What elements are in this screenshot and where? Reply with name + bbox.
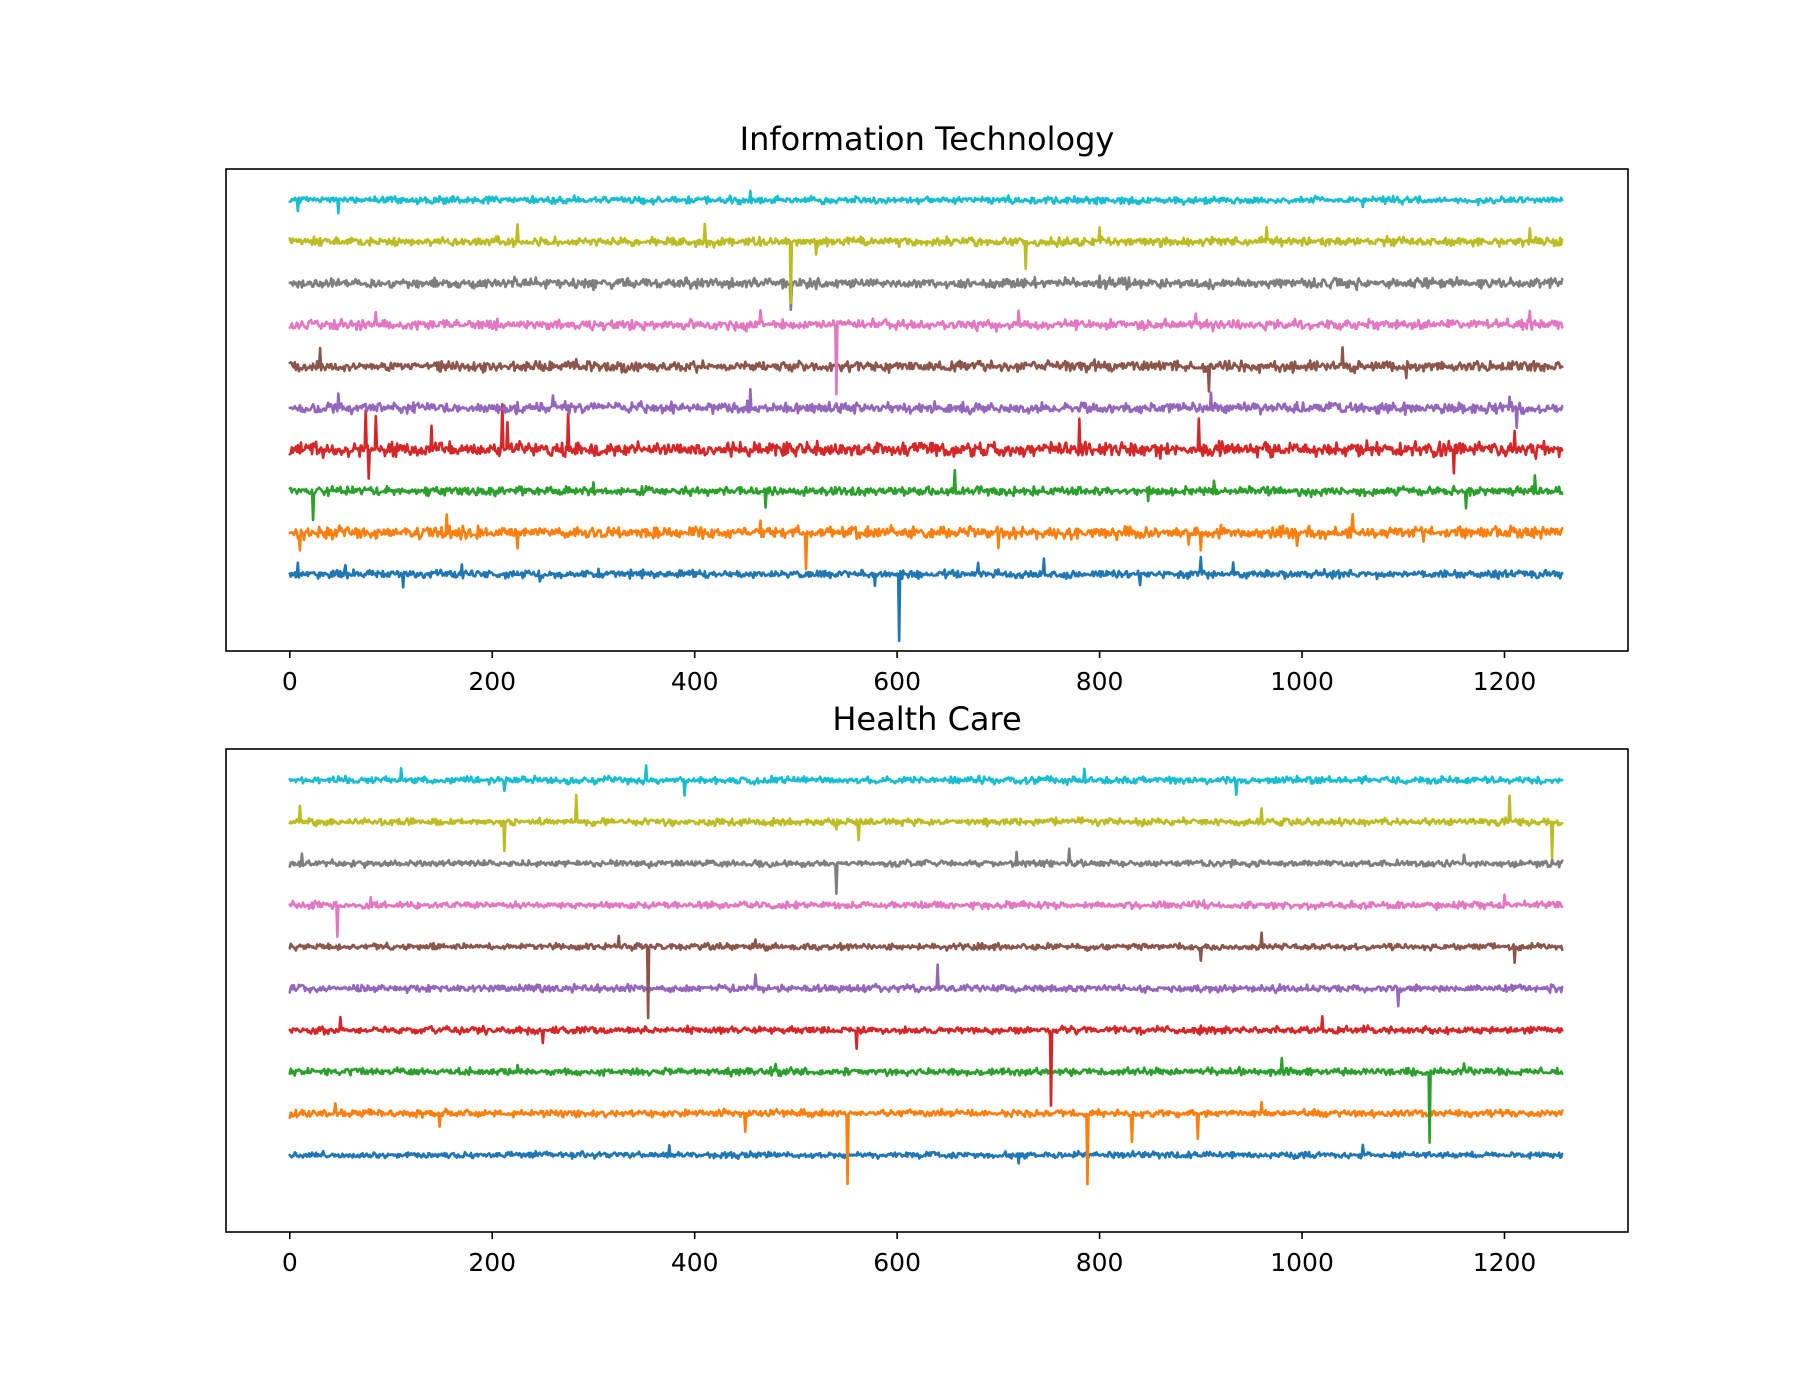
series-line-5 (288, 963, 1564, 1008)
series-line-2 (288, 1100, 1564, 1186)
x-tick-label: 1000 (1270, 1248, 1334, 1277)
plot-frame (225, 168, 1629, 652)
x-tick-label: 1200 (1473, 667, 1537, 696)
x-tick-label: 1200 (1473, 1248, 1537, 1277)
x-tick-label: 400 (671, 667, 719, 696)
series-line-3 (288, 1056, 1564, 1144)
series-line-9 (288, 222, 1564, 305)
series-line-4 (288, 402, 1564, 480)
chart-health-care: Health Care 0 200 400 600 800 1000 1200 (225, 700, 1629, 1277)
chart-title: Health Care (832, 700, 1021, 738)
series-line-8 (288, 847, 1564, 896)
x-tick-label: 400 (671, 1248, 719, 1277)
series-line-7 (288, 308, 1564, 396)
series-line-3 (288, 468, 1564, 522)
series-line-6 (288, 931, 1564, 1020)
x-tick-label: 800 (1076, 1248, 1124, 1277)
series-line-5 (288, 387, 1564, 430)
series-line-7 (288, 893, 1564, 938)
series-line-4 (288, 1015, 1564, 1107)
x-tick-label: 200 (468, 1248, 516, 1277)
series-line-2 (288, 512, 1564, 571)
x-tick-label: 800 (1076, 667, 1124, 696)
x-tick-label: 600 (873, 667, 921, 696)
series-line-1 (288, 1143, 1564, 1165)
chart-title: Information Technology (740, 120, 1115, 158)
series-line-6 (288, 345, 1564, 393)
series-line-9 (288, 793, 1564, 859)
series-line-8 (288, 274, 1564, 312)
series-line-10 (288, 189, 1564, 215)
x-tick-label: 1000 (1270, 667, 1334, 696)
series-line-10 (288, 764, 1564, 797)
chart-information-technology: Information Technology 0 200 400 600 800 1000… (225, 120, 1629, 696)
x-tick-label: 600 (873, 1248, 921, 1277)
x-tick-label: 0 (282, 1248, 298, 1277)
x-tick-label: 0 (282, 667, 298, 696)
x-tick-label: 200 (468, 667, 516, 696)
plot-frame (225, 748, 1629, 1233)
series-line-1 (288, 555, 1564, 643)
